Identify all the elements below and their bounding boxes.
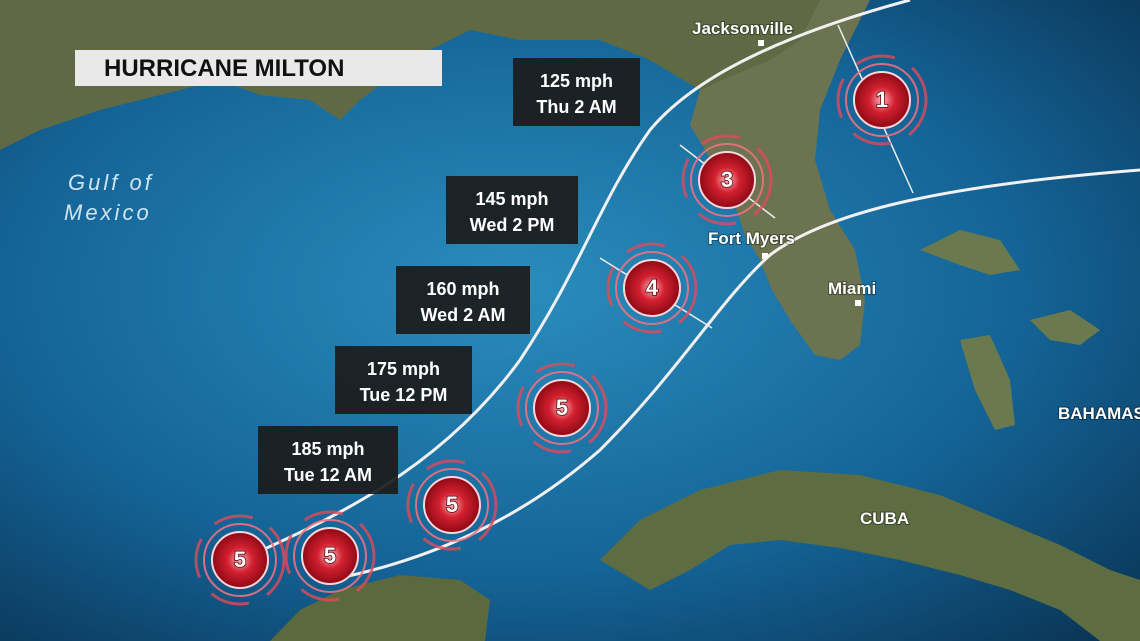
cuba (600, 470, 1140, 641)
storm-marker (423, 476, 481, 534)
storm-marker (301, 527, 359, 585)
forecast-wind: 185 mph (291, 439, 364, 459)
forecast-time: Wed 2 AM (420, 305, 505, 325)
storm-category: 1 (876, 87, 888, 112)
storm-category: 4 (646, 275, 659, 300)
forecast-time: Tue 12 AM (284, 465, 372, 485)
gulf-label: Gulf of (68, 170, 154, 195)
storm-halo (406, 459, 498, 551)
city-dot (855, 300, 861, 306)
storm-marker (698, 151, 756, 209)
storm-category: 3 (721, 167, 733, 192)
place-label: BAHAMAS (1058, 404, 1140, 423)
forecast-box (335, 346, 472, 414)
storm-category: 5 (234, 547, 246, 572)
storm-ring (525, 371, 599, 445)
place-label: Fort Myers (708, 229, 795, 248)
yucatan (270, 575, 490, 641)
storm-halo (606, 242, 698, 334)
forecast-box (446, 176, 578, 244)
forecast-box (396, 266, 530, 334)
storm-marker (853, 71, 911, 129)
overlay: Jacksonville Fort Myers Miami CUBA BAHAMAS 12… (194, 18, 1140, 606)
city-dot (758, 40, 764, 46)
florida (690, 0, 870, 360)
city-dot (762, 253, 768, 259)
forecast-time: Tue 12 PM (360, 385, 448, 405)
storm-halo (516, 362, 608, 454)
us-land (0, 0, 820, 150)
title: HURRICANE MILTON (104, 55, 344, 82)
storm-ring (293, 519, 367, 593)
storm-category: 5 (324, 543, 336, 568)
storm-ring (415, 468, 489, 542)
forecast-wind: 125 mph (540, 71, 613, 91)
bahamas (920, 230, 1100, 430)
forecast-wind: 145 mph (475, 189, 548, 209)
place-label: Miami (828, 279, 876, 298)
storm-halo (681, 134, 773, 226)
place-label: CUBA (860, 509, 909, 528)
forecast-wind: 160 mph (426, 279, 499, 299)
storm-ring (690, 143, 764, 217)
forecast-time: Wed 2 PM (470, 215, 555, 235)
forecast-box (513, 58, 640, 126)
storm-category: 5 (446, 492, 458, 517)
storm-category: 5 (556, 395, 568, 420)
gulf-label: Mexico (64, 200, 152, 225)
storm-halo (284, 510, 376, 602)
forecast-box (258, 426, 398, 494)
storm-marker (211, 531, 269, 589)
storm-halo (836, 54, 928, 146)
storm-ring (615, 251, 689, 325)
storm-ring (203, 523, 277, 597)
storm-marker (623, 259, 681, 317)
storm-ring (845, 63, 919, 137)
forecast-time: Thu 2 AM (536, 97, 616, 117)
place-label: Jacksonville (692, 19, 793, 38)
storm-halo (194, 514, 286, 606)
storm-marker (533, 379, 591, 437)
forecast-wind: 175 mph (367, 359, 440, 379)
title-box (75, 50, 442, 86)
